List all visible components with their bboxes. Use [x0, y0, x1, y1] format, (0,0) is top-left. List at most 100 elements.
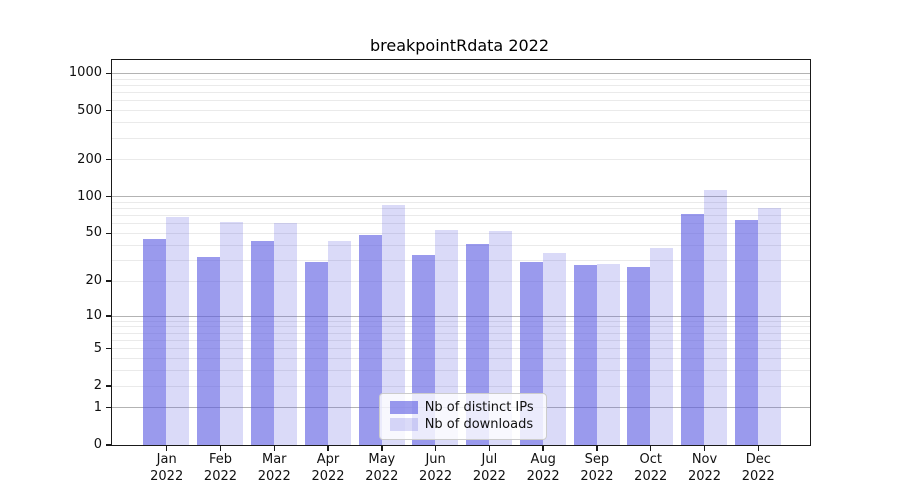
major-gridline	[111, 196, 810, 198]
minor-gridline	[111, 370, 810, 372]
minor-gridline	[111, 122, 810, 124]
x-tick-label: Oct 2022	[634, 452, 668, 484]
x-tick-label: Apr 2022	[311, 452, 345, 484]
minor-gridline	[111, 233, 810, 235]
y-tick-label: 200	[77, 151, 102, 167]
x-tick-mark	[166, 446, 168, 451]
y-tick-mark	[105, 385, 112, 387]
bar-downloads-apr	[327, 241, 351, 445]
minor-gridline	[111, 215, 810, 217]
bar-distinct-ips-may	[358, 235, 382, 445]
y-tick-label: 2	[93, 377, 102, 393]
legend: Nb of distinct IPs Nb of downloads	[378, 392, 547, 440]
x-tick-label: Sep 2022	[580, 452, 614, 484]
x-tick-label: May 2022	[365, 452, 399, 484]
minor-gridline	[111, 78, 810, 80]
chart-title: breakpointRdata 2022	[369, 36, 550, 55]
y-tick-mark	[105, 195, 112, 198]
y-tick-mark	[105, 444, 112, 446]
y-tick-mark	[105, 72, 112, 74]
x-tick-label: Mar 2022	[257, 452, 291, 484]
x-tick-mark	[273, 446, 275, 451]
y-tick-label: 100	[77, 188, 102, 204]
bar-downloads-sep	[596, 263, 620, 445]
legend-swatch-downloads	[389, 418, 418, 432]
bar-downloads-feb	[220, 221, 244, 445]
x-tick-mark	[381, 446, 383, 451]
bar-distinct-ips-apr	[304, 261, 328, 445]
legend-entry-downloads: Nb of downloads	[389, 416, 536, 433]
y-tick-mark	[105, 407, 112, 409]
x-tick-mark	[327, 446, 329, 451]
bar-downloads-nov	[704, 189, 728, 445]
plot-area: Nb of distinct IPs Nb of downloads	[110, 58, 811, 446]
minor-gridline	[111, 92, 810, 94]
y-tick-label: 1000	[68, 65, 102, 81]
bar-distinct-ips-oct	[627, 267, 651, 445]
bar-downloads-jun	[435, 230, 459, 445]
x-tick-mark	[650, 446, 652, 451]
minor-gridline	[111, 137, 810, 139]
legend-swatch-distinct-ips	[389, 400, 418, 414]
y-tick-mark	[105, 109, 112, 112]
bar-downloads-jul	[489, 231, 513, 445]
minor-gridline	[111, 201, 810, 203]
legend-entry-distinct-ips: Nb of distinct IPs	[389, 399, 536, 416]
minor-gridline	[111, 159, 810, 161]
x-tick-label: Jun 2022	[419, 452, 453, 484]
y-tick-mark	[105, 347, 112, 350]
bar-distinct-ips-mar	[250, 241, 274, 445]
y-tick-label: 1	[93, 399, 102, 415]
bar-downloads-mar	[273, 222, 297, 445]
y-tick-label: 5	[93, 340, 102, 356]
x-tick-mark	[434, 446, 437, 451]
bar-distinct-ips-feb	[197, 256, 221, 445]
x-tick-label: Jan 2022	[150, 452, 184, 484]
bar-distinct-ips-dec	[734, 220, 758, 445]
bar-downloads-dec	[757, 208, 781, 445]
minor-gridline	[111, 280, 810, 282]
x-tick-label: Aug 2022	[526, 452, 560, 484]
bar-distinct-ips-sep	[573, 265, 597, 445]
x-tick-label: Nov 2022	[687, 452, 722, 484]
y-tick-mark	[105, 232, 112, 235]
minor-gridline	[111, 320, 810, 322]
minor-gridline	[111, 326, 810, 328]
minor-gridline	[111, 339, 810, 341]
bar-distinct-ips-nov	[681, 213, 705, 445]
y-tick-label: 0	[93, 437, 102, 452]
minor-gridline	[111, 100, 810, 102]
y-tick-label: 50	[85, 225, 102, 241]
y-tick-label: 20	[85, 273, 102, 289]
x-tick-mark	[542, 446, 544, 451]
minor-gridline	[111, 259, 810, 261]
y-tick-mark	[105, 315, 112, 317]
bar-downloads-jan	[166, 216, 190, 445]
x-tick-mark	[596, 446, 598, 451]
major-gridline	[111, 72, 810, 74]
x-tick-mark	[757, 446, 759, 451]
x-tick-mark	[219, 446, 222, 451]
minor-gridline	[111, 358, 810, 360]
y-tick-mark	[105, 158, 112, 161]
bar-downloads-aug	[542, 253, 566, 445]
minor-gridline	[111, 348, 810, 350]
minor-gridline	[111, 332, 810, 334]
legend-label-distinct-ips: Nb of distinct IPs	[424, 399, 534, 415]
x-tick-mark	[703, 446, 706, 451]
y-tick-label: 10	[85, 307, 102, 323]
minor-gridline	[111, 208, 810, 210]
y-tick-mark	[105, 280, 112, 282]
major-gridline	[111, 315, 810, 317]
minor-gridline	[111, 244, 810, 246]
x-tick-mark	[488, 446, 491, 451]
x-tick-label: Feb 2022	[203, 452, 238, 484]
bar-downloads-oct	[650, 247, 674, 445]
x-tick-label: Dec 2022	[741, 452, 775, 484]
minor-gridline	[111, 84, 810, 86]
y-tick-label: 500	[77, 102, 102, 118]
legend-label-downloads: Nb of downloads	[424, 417, 534, 433]
x-tick-label: Jul 2022	[472, 452, 506, 484]
bar-downloads-may	[381, 205, 405, 445]
minor-gridline	[111, 110, 810, 112]
